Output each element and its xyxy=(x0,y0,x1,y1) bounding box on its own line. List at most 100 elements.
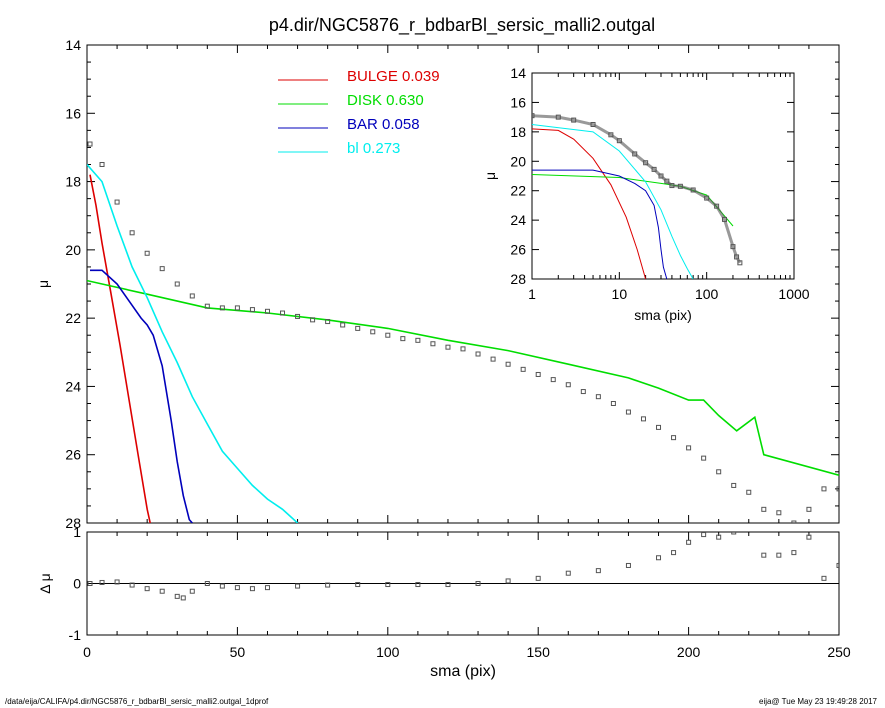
residual-point xyxy=(325,582,331,588)
residual-ytick-label: -1 xyxy=(69,627,82,643)
data-point xyxy=(264,308,270,314)
residual-xtick-label: 0 xyxy=(83,644,91,660)
residual-point xyxy=(701,532,707,538)
main-plot-area xyxy=(87,141,839,523)
data-point xyxy=(505,361,511,367)
main-ylabel: μ xyxy=(35,280,51,288)
data-point xyxy=(550,377,556,383)
inset-series-line-bulge xyxy=(532,128,647,279)
residual-point xyxy=(295,583,301,589)
inset-data-band xyxy=(532,114,742,264)
footer-left: /data/eija/CALIFA/p4.dir/NGC5876_r_bdbar… xyxy=(5,697,269,706)
data-point xyxy=(595,394,601,400)
residual-point xyxy=(791,550,797,556)
residual-point xyxy=(249,586,255,592)
main-ytick-label: 18 xyxy=(65,174,81,190)
data-point xyxy=(445,344,451,350)
legend-label-disk: DISK 0.630 xyxy=(347,92,424,109)
residual-point xyxy=(595,568,601,574)
data-point xyxy=(625,409,631,415)
series-line-bl xyxy=(87,163,299,523)
data-point xyxy=(490,356,496,362)
data-point xyxy=(580,389,586,395)
inset-ylabel: μ xyxy=(482,172,498,180)
inset-series-line-bar xyxy=(532,169,668,279)
main-ytick-label: 16 xyxy=(65,105,81,121)
main-ytick-label: 28 xyxy=(65,515,81,531)
residual-ytick-label: 1 xyxy=(73,524,81,540)
residual-point xyxy=(415,582,421,588)
residual-point xyxy=(87,581,93,586)
legend-label-bar: BAR 0.058 xyxy=(347,116,420,133)
residual-point xyxy=(385,582,391,588)
data-point xyxy=(701,455,707,461)
data-point xyxy=(400,336,406,342)
inset-xlabel: sma (pix) xyxy=(634,307,692,323)
data-point xyxy=(716,469,722,475)
data-point xyxy=(219,305,225,311)
residual-xtick-label: 100 xyxy=(376,644,400,660)
residual-point xyxy=(686,539,692,545)
data-point xyxy=(610,401,616,406)
data-point xyxy=(686,445,692,451)
inset-series-line-bl xyxy=(532,124,694,279)
residual-point xyxy=(159,588,165,594)
residual-point xyxy=(836,562,839,568)
residual-point xyxy=(565,570,571,576)
data-point xyxy=(129,230,135,236)
data-point xyxy=(430,341,436,347)
footer-right: eija@ Tue May 23 19:49:28 2017 xyxy=(759,697,878,706)
inset-plot-area xyxy=(532,113,743,279)
main-panel: 14 16 18 20 22 24 26 28 μ BULGE 0.039 DISK 0.630 BA… xyxy=(35,37,840,531)
residual-point xyxy=(114,579,120,585)
data-point xyxy=(189,293,195,299)
main-ytick-label: 26 xyxy=(65,447,81,463)
residual-point xyxy=(180,595,186,601)
data-point xyxy=(355,325,361,331)
residual-point xyxy=(355,582,361,588)
data-point xyxy=(144,250,150,256)
residual-point xyxy=(144,586,150,592)
residual-point xyxy=(264,585,270,591)
residual-point xyxy=(731,532,737,535)
residual-point xyxy=(505,578,511,584)
residual-point xyxy=(656,555,662,561)
residual-point xyxy=(821,575,827,581)
data-point xyxy=(415,337,421,343)
data-point xyxy=(761,506,767,512)
data-point xyxy=(776,510,782,516)
residual-xtick-label: 250 xyxy=(827,644,851,660)
inset-xtick-label: 100 xyxy=(695,286,719,302)
data-point xyxy=(174,281,180,287)
data-point xyxy=(249,307,255,313)
inset-xtick-label: 1 xyxy=(528,286,536,302)
residual-point xyxy=(234,585,240,591)
residual-point xyxy=(671,550,677,556)
data-point xyxy=(295,313,301,319)
residual-point xyxy=(99,579,105,585)
data-point xyxy=(87,141,93,147)
data-point xyxy=(671,435,677,441)
inset-ytick-label: 22 xyxy=(510,183,526,199)
inset-ytick-label: 26 xyxy=(510,242,526,258)
series-line-bar xyxy=(90,269,193,523)
inset-ytick-label: 24 xyxy=(510,212,526,228)
series-line-disk xyxy=(87,279,839,476)
residual-point xyxy=(174,593,180,599)
main-ytick-label: 24 xyxy=(65,378,81,394)
residual-point xyxy=(445,582,451,588)
data-point xyxy=(836,486,839,492)
data-point xyxy=(114,199,120,205)
data-point xyxy=(746,489,752,495)
data-point xyxy=(159,266,165,272)
data-point xyxy=(520,366,526,372)
residual-xtick-label: 200 xyxy=(677,644,701,660)
data-point xyxy=(370,329,376,335)
data-point xyxy=(310,317,316,323)
inset-ytick-label: 20 xyxy=(510,153,526,169)
chart-title: p4.dir/NGC5876_r_bdbarBl_sersic_malli2.o… xyxy=(269,15,655,36)
data-point xyxy=(565,382,571,388)
data-point xyxy=(460,346,466,352)
residual-point xyxy=(776,552,782,558)
